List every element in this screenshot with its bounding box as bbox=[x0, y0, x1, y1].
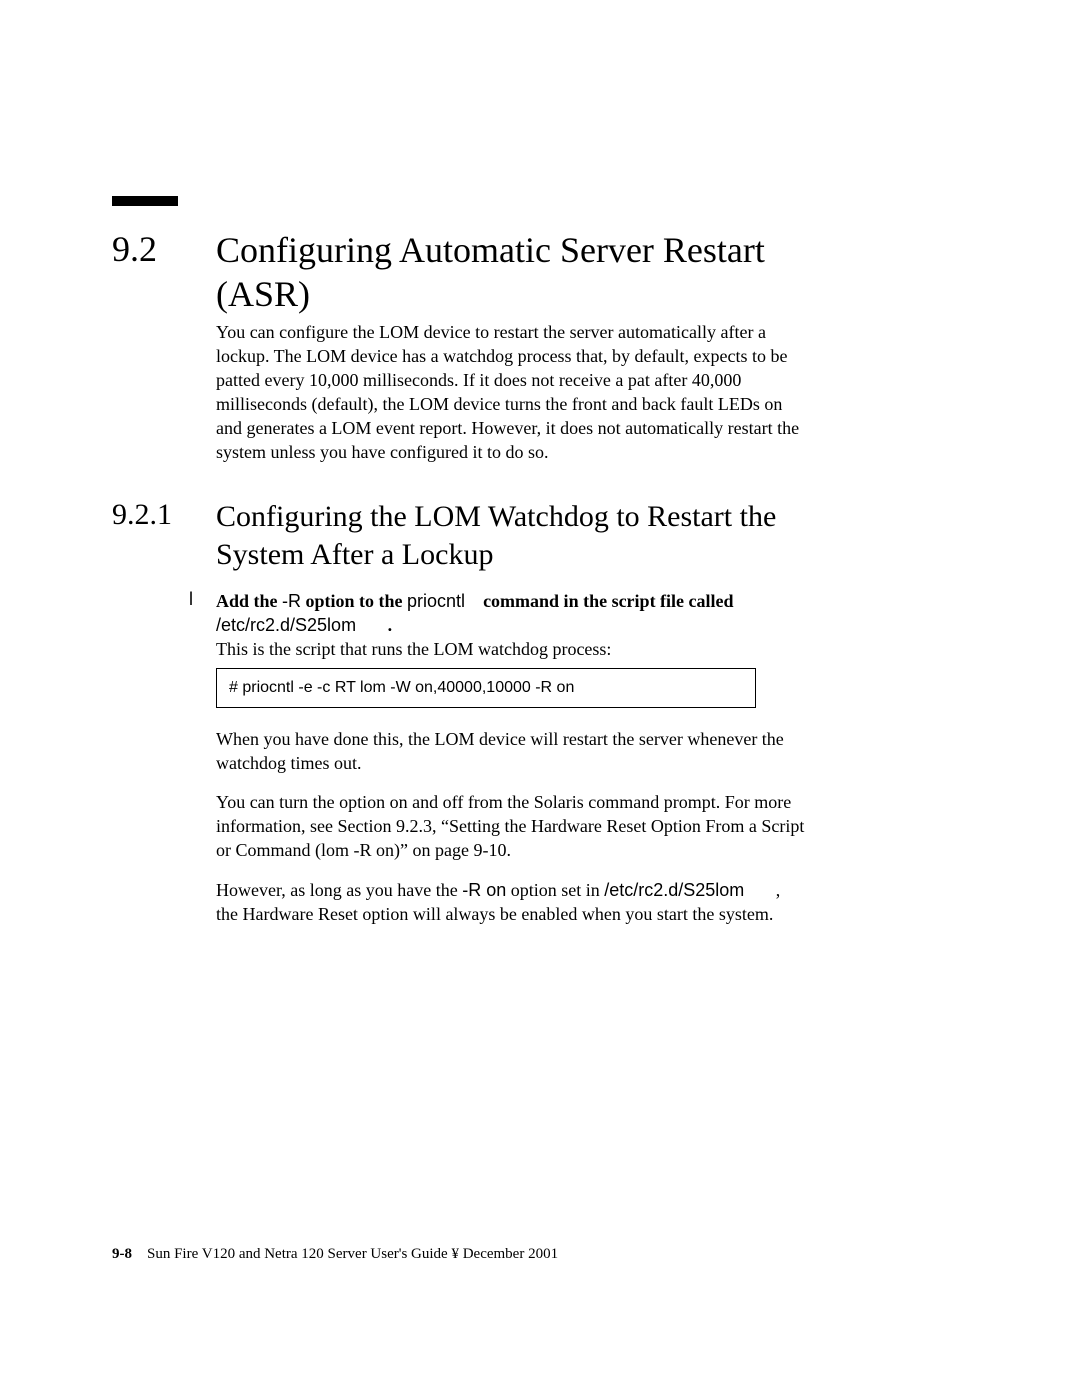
text-run: option set in bbox=[506, 880, 604, 900]
option-flag: -R on bbox=[462, 880, 506, 900]
paragraph: You can turn the option on and off from … bbox=[216, 790, 806, 862]
intro-paragraph: You can configure the LOM device to rest… bbox=[216, 320, 806, 464]
option-flag: -R bbox=[282, 591, 301, 611]
document-page: 9.2 Configuring Automatic Server Restart… bbox=[0, 0, 1080, 1397]
step-text: Add the bbox=[216, 591, 282, 611]
section-number: 9.2 bbox=[112, 228, 157, 270]
subsection-number: 9.2.1 bbox=[112, 498, 172, 532]
section-title: Configuring Automatic Server Restart (AS… bbox=[216, 228, 836, 316]
file-path: /etc/rc2.d/S25lom bbox=[216, 615, 356, 635]
paragraph: When you have done this, the LOM device … bbox=[216, 727, 806, 775]
step-instruction: Add the -R option to the priocntl comman… bbox=[216, 589, 806, 637]
step-text: command in the script file called bbox=[483, 591, 733, 611]
page-footer: 9-8 Sun Fire V120 and Netra 120 Server U… bbox=[112, 1246, 558, 1263]
footer-text: Sun Fire V120 and Netra 120 Server User'… bbox=[147, 1246, 558, 1262]
command-name: priocntl bbox=[407, 591, 465, 611]
code-example: # priocntl -e -c RT lom -W on,40000,1000… bbox=[216, 668, 756, 708]
subsection-title: Configuring the LOM Watchdog to Restart … bbox=[216, 498, 836, 574]
text-run: However, as long as you have the bbox=[216, 880, 462, 900]
step-description: This is the script that runs the LOM wat… bbox=[216, 637, 806, 661]
paragraph: However, as long as you have the -R on o… bbox=[216, 878, 806, 926]
file-path: /etc/rc2.d/S25lom bbox=[604, 880, 744, 900]
section-rule bbox=[112, 196, 178, 206]
step-text: option to the bbox=[301, 591, 407, 611]
step-bullet: l bbox=[189, 589, 193, 610]
page-number: 9-8 bbox=[112, 1246, 132, 1262]
step-text: . bbox=[388, 615, 393, 635]
